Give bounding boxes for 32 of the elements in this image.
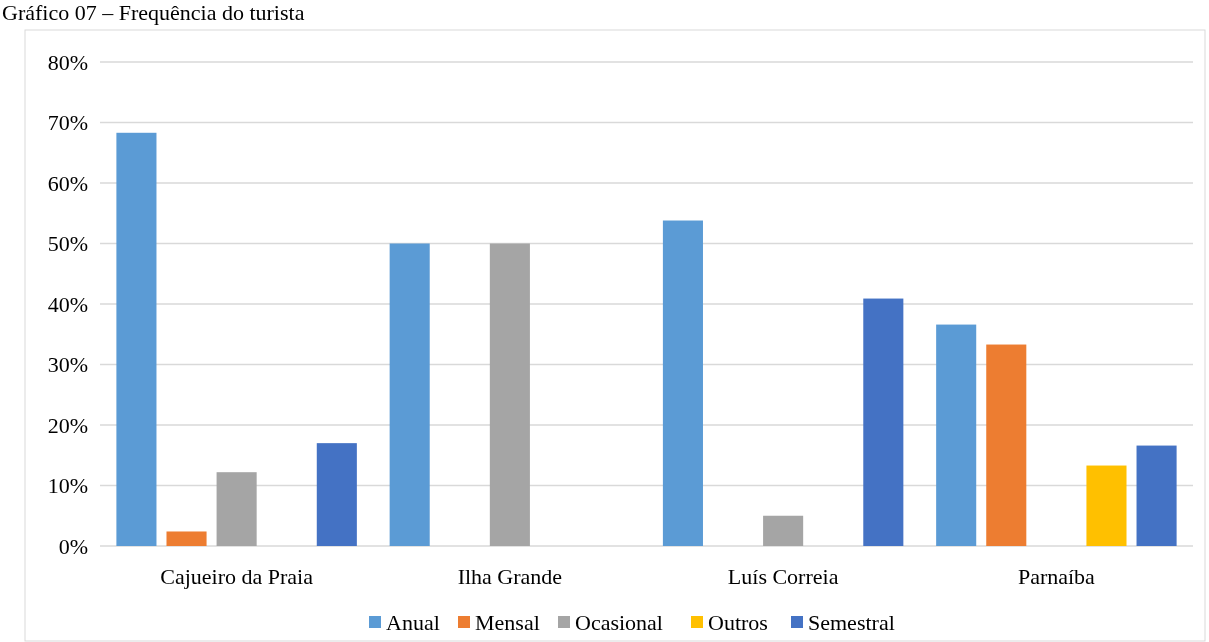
chart-title: Gráfico 07 – Frequência do turista [2,0,305,25]
y-tick-label: 30% [47,352,88,378]
bar [662,220,703,546]
y-tick-label: 20% [47,412,88,438]
legend-label: Ocasional [575,609,663,635]
legend-label: Anual [386,609,440,635]
x-tick-label: Cajueiro da Praia [160,564,314,589]
legend-label: Semestral [808,609,895,635]
y-tick-label: 70% [47,110,88,136]
legend-label: Mensal [475,609,540,635]
bar [1086,465,1127,546]
x-tick-label: Ilha Grande [457,564,563,589]
bar [116,132,157,546]
y-tick-label: 0% [58,533,88,559]
bar [166,531,207,546]
y-tick-label: 10% [47,473,88,499]
y-tick-label: 40% [47,291,88,317]
bar [489,243,530,546]
y-tick-label: 50% [47,231,88,257]
x-tick-label: Parnaíba [1017,564,1096,589]
bar [389,243,430,546]
bar [216,472,257,546]
x-tick-label: Luís Correia [727,564,839,589]
bar [1136,445,1177,546]
bar [316,443,357,546]
bar [863,298,904,546]
bar [936,324,977,546]
y-tick-label: 60% [47,170,88,196]
legend-label: Outros [708,609,768,635]
y-tick-label: 80% [47,49,88,75]
bar [763,515,804,546]
bar [986,344,1027,546]
